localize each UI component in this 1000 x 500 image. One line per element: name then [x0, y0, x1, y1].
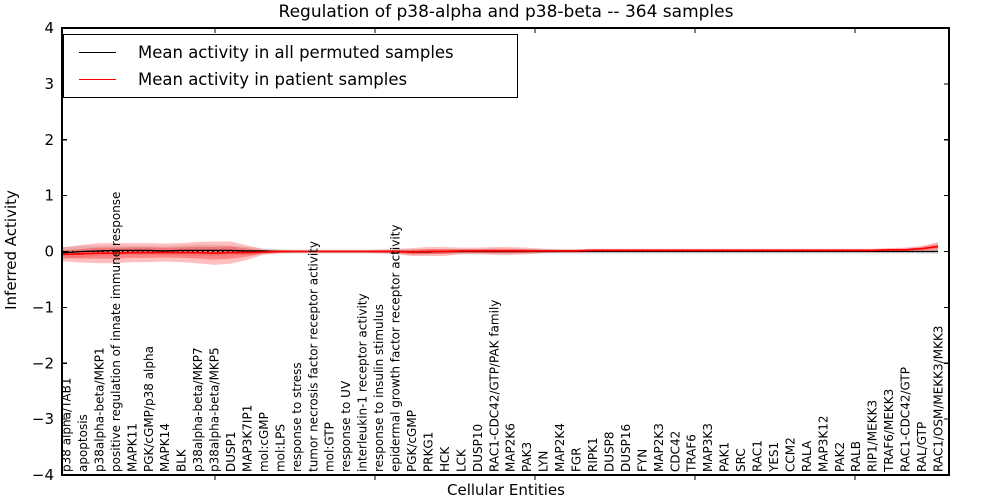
x-category-label: RALB [849, 441, 863, 472]
x-category-label: p38alpha-beta/MKP5 [208, 347, 222, 472]
x-category-label: tumor necrosis factor receptor activity [306, 241, 320, 472]
x-category-label: apoptosis [76, 414, 90, 472]
y-axis-tick-label: 0 [44, 243, 54, 261]
x-category-label: MAP2K4 [553, 423, 567, 472]
legend-item-permuted: Mean activity in all permuted samples [64, 43, 517, 62]
x-category-label: MAP2K3 [652, 423, 666, 472]
patient-mean-line [62, 245, 939, 256]
x-category-label: p38 alpha/TAB1 [60, 378, 74, 472]
x-category-label: RAC1-CDC42/GTP/PAK family [487, 300, 501, 472]
x-category-label: DUSP8 [602, 431, 616, 472]
x-category-label: MAP3K12 [816, 415, 830, 472]
x-category-label: PAK2 [833, 442, 847, 472]
permuted-line-swatch [79, 52, 116, 53]
x-category-label: DUSP10 [471, 424, 485, 472]
x-category-label: SRC [734, 448, 748, 472]
x-category-label: RIPK1 [586, 437, 600, 472]
y-axis-tick-label: 3 [44, 75, 54, 93]
y-axis-tick-label: −4 [32, 466, 54, 484]
x-category-label: MAP2K6 [504, 423, 518, 472]
y-axis-tick-label: 4 [44, 19, 54, 37]
x-category-label: TRAF6 [685, 434, 699, 473]
chart-title: Regulation of p38-alpha and p38-beta -- … [278, 2, 734, 22]
x-category-label: DUSP1 [224, 431, 238, 472]
x-category-label: FGR [570, 447, 584, 472]
x-category-label: PAK1 [718, 442, 732, 472]
x-category-label: TRAF6/MEKK3 [882, 389, 896, 473]
x-category-label: RAC1/OSM/MEKK3/MKK3 [932, 326, 946, 472]
x-category-label: PRKG1 [421, 432, 435, 472]
x-category-label: p38alpha-beta/MKP1 [92, 347, 106, 472]
x-category-label: MAP3K7IP1 [240, 405, 254, 472]
x-category-label: RAL/GTP [915, 422, 929, 472]
y-axis-tick-label: 2 [44, 131, 54, 149]
x-category-label: LYN [537, 451, 551, 472]
x-category-label: p38alpha-beta/MKP7 [191, 347, 205, 472]
legend-label-patient: Mean activity in patient samples [138, 70, 408, 89]
x-category-label: MAPK14 [158, 423, 172, 472]
x-category-label: HCK [438, 446, 452, 472]
legend: Mean activity in all permuted samples Me… [63, 34, 518, 98]
x-category-label: MAP3K3 [701, 423, 715, 472]
y-axis-tick-label: 1 [44, 187, 54, 205]
x-axis-label: Cellular Entities [447, 481, 565, 499]
x-category-label: PGK/cGMP [405, 410, 419, 472]
x-category-label: interleukin-1 receptor activity [356, 293, 370, 472]
x-category-label: FYN [635, 449, 649, 472]
x-category-label: LCK [454, 448, 468, 472]
x-category-label: RALA [800, 440, 814, 472]
x-category-label: positive regulation of innate immune res… [109, 192, 123, 472]
x-category-label: BLK [175, 448, 189, 472]
x-category-label: response to insulin stimulus [372, 304, 386, 472]
x-category-label: CCM2 [783, 437, 797, 472]
x-category-label: mol:cGMP [257, 412, 271, 472]
patient-band-outer [62, 241, 938, 265]
x-category-label: YES1 [767, 442, 781, 473]
x-category-label: response to stress [290, 362, 304, 472]
x-category-label: CDC42 [668, 431, 682, 472]
x-category-label: mol:GTP [323, 422, 337, 472]
legend-item-patient: Mean activity in patient samples [64, 70, 517, 89]
x-category-label: response to UV [339, 380, 353, 472]
x-category-label: RAC1 [751, 440, 765, 472]
x-category-label: RAC1-CDC42/GTP [899, 367, 913, 472]
x-category-label: epidermal growth factor receptor activit… [389, 225, 403, 472]
x-category-label: MAPK11 [125, 423, 139, 472]
legend-label-permuted: Mean activity in all permuted samples [138, 43, 454, 62]
x-category-label: PAK3 [520, 442, 534, 472]
patient-line-swatch [79, 79, 116, 80]
y-axis-tick-label: −3 [32, 410, 54, 428]
y-axis-tick-label: −1 [32, 298, 54, 316]
y-axis-tick-label: −2 [32, 354, 54, 372]
x-category-label: RIP1/MEKK3 [866, 400, 880, 472]
x-category-label: PGK/cGMP/p38 alpha [142, 346, 156, 472]
x-category-label: DUSP16 [619, 424, 633, 472]
x-category-label: mol:LPS [273, 424, 287, 472]
